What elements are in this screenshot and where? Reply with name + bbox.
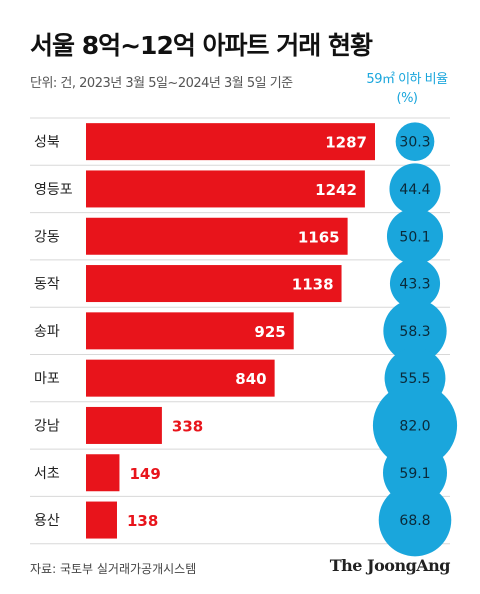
bar xyxy=(86,359,275,397)
ratio-bubble-label: 58.3 xyxy=(399,324,430,340)
ratio-bubble-label: 68.8 xyxy=(399,513,430,529)
category-label: 강동 xyxy=(34,229,60,245)
bar xyxy=(86,265,342,303)
category-label: 마포 xyxy=(34,371,60,387)
bar-value-label: 138 xyxy=(127,512,158,530)
bar xyxy=(86,123,375,161)
ratio-bubble xyxy=(389,258,441,309)
category-label: 영등포 xyxy=(34,182,73,198)
ratio-bubble-label: 50.1 xyxy=(399,229,430,245)
category-label: 송파 xyxy=(34,324,60,340)
ratio-bubble xyxy=(389,163,441,215)
bar-value-label: 840 xyxy=(235,370,266,388)
bar xyxy=(86,170,365,208)
ratio-bubble-label: 44.4 xyxy=(399,182,430,198)
ratio-bubble xyxy=(386,208,444,265)
bar-value-label: 925 xyxy=(254,323,285,341)
brand-logo: The JoongAng xyxy=(329,556,451,575)
ratio-bubble xyxy=(378,483,452,557)
ratio-bubble-label: 59.1 xyxy=(399,466,430,482)
ratio-header-label: 59㎡ 이하 비율 xyxy=(366,72,448,87)
bar xyxy=(86,501,117,539)
chart-title: 서울 8억~12억 아파트 거래 현황 xyxy=(30,31,373,60)
ratio-bubble-label: 30.3 xyxy=(399,135,430,151)
ratio-bubble xyxy=(372,383,458,468)
ratio-bubble xyxy=(395,122,435,161)
ratio-column-header: 59㎡ 이하 비율 (%) xyxy=(356,70,458,108)
bar-value-label: 1138 xyxy=(292,276,334,294)
bar xyxy=(86,217,348,255)
category-label: 성북 xyxy=(34,135,60,151)
ratio-bubble xyxy=(383,299,447,363)
ratio-bubble-label: 55.5 xyxy=(399,371,430,387)
category-label: 서초 xyxy=(34,466,60,482)
ratio-bubble-label: 43.3 xyxy=(399,277,430,293)
bar-value-label: 1287 xyxy=(325,134,367,152)
category-label: 동작 xyxy=(34,277,60,293)
source-note: 자료: 국토부 실거래가공개시스템 xyxy=(30,562,197,576)
chart-subtitle: 단위: 건, 2023년 3월 5일~2024년 3월 5일 기준 xyxy=(30,76,293,91)
ratio-header-unit: (%) xyxy=(396,91,419,106)
bar-value-label: 338 xyxy=(172,417,203,435)
bar-value-label: 1165 xyxy=(298,228,340,246)
bar xyxy=(86,454,120,492)
bar-value-label: 149 xyxy=(129,465,160,483)
bar xyxy=(86,312,294,350)
bar xyxy=(86,406,162,444)
category-label: 강남 xyxy=(34,418,60,434)
category-label: 용산 xyxy=(34,513,60,529)
ratio-bubble-label: 82.0 xyxy=(399,418,430,434)
bar-value-label: 1242 xyxy=(315,181,357,199)
